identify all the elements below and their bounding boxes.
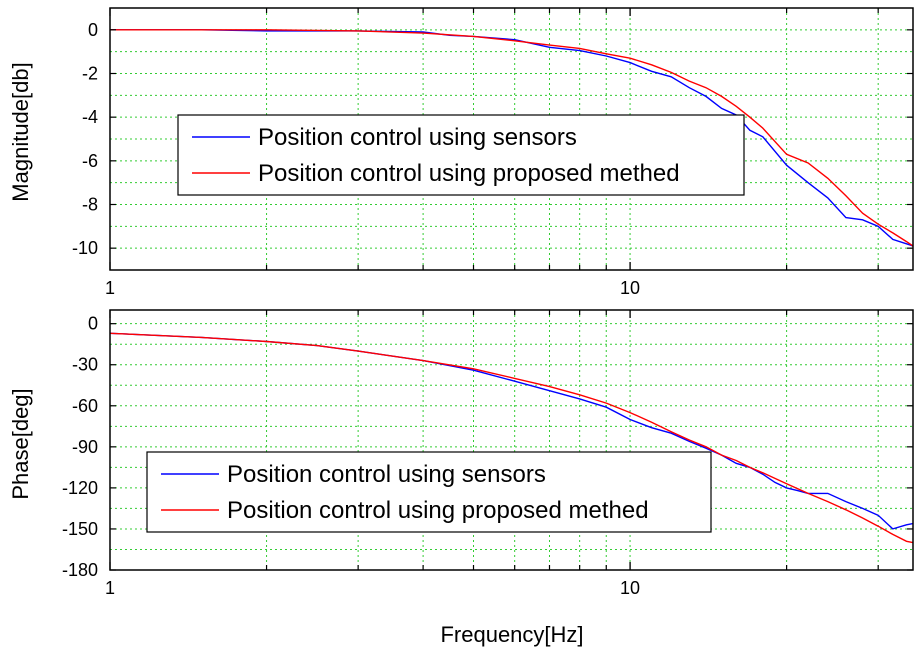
chart0-legend-label: Position control using sensors <box>258 124 577 151</box>
chart1-y-tick-label: 0 <box>88 314 98 334</box>
magnitude-y-axis-title: Magnitude[db] <box>8 62 33 201</box>
chart0-y-tick-label: -2 <box>82 64 98 84</box>
chart1-y-tick-label: -30 <box>72 355 98 375</box>
chart0-frame <box>109 7 914 271</box>
chart1-legend-box <box>146 451 712 533</box>
chart1-legend-label: Position control using sensors <box>227 461 546 488</box>
x-axis-title: Frequency[Hz] <box>440 622 583 647</box>
phase-panel: Phase[deg] Frequency[Hz] 0 -30 -60 -90 -120 -… <box>8 309 914 647</box>
chart1-y-tick-label: -180 <box>62 560 98 580</box>
chart0-legend: Position control using sensors Position c… <box>177 114 745 196</box>
magnitude-panel: Magnitude[db] 0 -2 -4 -6 -8 -10 1 10 Position co… <box>8 7 914 298</box>
chart0-legend-label: Position control using proposed methed <box>258 160 680 187</box>
chart1-y-tick-label: -120 <box>62 478 98 498</box>
chart1-frame <box>109 309 914 571</box>
chart1-y-tick-label: -60 <box>72 396 98 416</box>
chart1-x-tick-label: 10 <box>620 578 640 598</box>
chart0-legend-box <box>177 114 745 196</box>
chart1-series-1-line <box>110 332 913 544</box>
phase-y-axis-title: Phase[deg] <box>8 388 33 499</box>
chart0-y-tick-label: -4 <box>82 107 98 127</box>
chart0-x-tick-label: 10 <box>620 278 640 298</box>
chart0-x-tick-label: 1 <box>105 278 115 298</box>
chart1-x-tick-label: 1 <box>105 578 115 598</box>
chart1-y-tick-label: -150 <box>62 519 98 539</box>
chart1-legend-label: Position control using proposed methed <box>227 497 649 524</box>
chart0-y-tick-label: 0 <box>88 20 98 40</box>
chart1-y-tick-label: -90 <box>72 437 98 457</box>
chart0-y-tick-label: -8 <box>82 195 98 215</box>
chart0-series-1-line <box>110 29 913 247</box>
chart0-y-tick-label: -6 <box>82 151 98 171</box>
chart0-y-tick-label: -10 <box>72 238 98 258</box>
chart1-legend: Position control using sensors Position c… <box>146 451 712 533</box>
